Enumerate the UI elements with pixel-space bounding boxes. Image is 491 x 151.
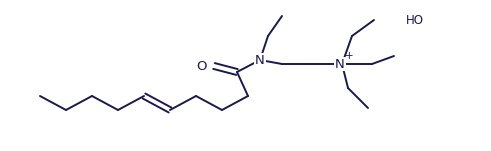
Text: N: N — [255, 53, 265, 66]
Text: O: O — [196, 59, 207, 72]
Text: +: + — [345, 51, 354, 61]
Text: HO: HO — [406, 13, 424, 26]
Text: N: N — [335, 58, 345, 71]
